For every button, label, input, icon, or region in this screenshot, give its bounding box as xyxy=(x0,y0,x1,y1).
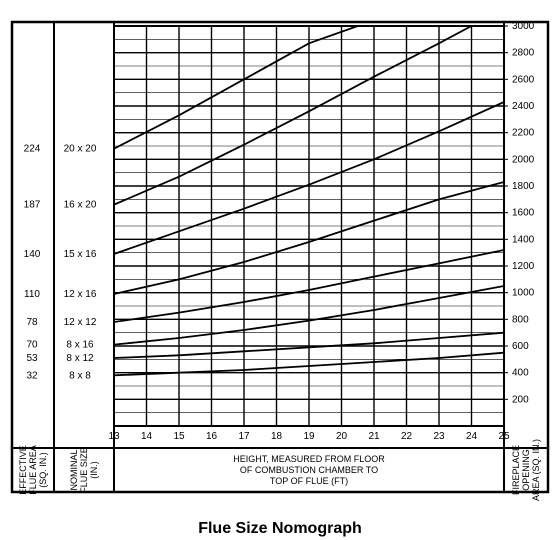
svg-text:2800: 2800 xyxy=(512,48,535,59)
svg-text:8 x 16: 8 x 16 xyxy=(66,340,94,351)
svg-text:1600: 1600 xyxy=(512,208,535,219)
svg-text:224: 224 xyxy=(24,144,41,155)
svg-text:NOMINAL: NOMINAL xyxy=(69,449,79,490)
svg-text:1000: 1000 xyxy=(512,288,535,299)
svg-text:18: 18 xyxy=(271,431,283,442)
svg-text:140: 140 xyxy=(24,249,41,260)
svg-text:200: 200 xyxy=(512,394,529,405)
svg-text:16: 16 xyxy=(206,431,218,442)
svg-text:AREA (SQ. IN.): AREA (SQ. IN.) xyxy=(531,439,541,501)
svg-text:32: 32 xyxy=(26,370,38,381)
svg-text:22: 22 xyxy=(401,431,413,442)
svg-text:20 x 20: 20 x 20 xyxy=(64,144,97,155)
svg-text:17: 17 xyxy=(238,431,250,442)
svg-text:OPENING: OPENING xyxy=(521,449,531,491)
svg-text:HEIGHT, MEASURED FROM FLOOR: HEIGHT, MEASURED FROM FLOOR xyxy=(233,454,385,464)
svg-text:21: 21 xyxy=(368,431,380,442)
svg-text:20: 20 xyxy=(336,431,348,442)
svg-text:15 x 16: 15 x 16 xyxy=(64,249,97,260)
svg-text:8 x 12: 8 x 12 xyxy=(66,353,94,364)
svg-text:19: 19 xyxy=(303,431,315,442)
svg-text:TOP OF FLUE (FT): TOP OF FLUE (FT) xyxy=(270,476,348,486)
nomograph-figure: 13 14 15 16 17 18 19 20 21 22 23 24 25 HEIGHT, MEASUR… xyxy=(0,0,560,540)
svg-text:110: 110 xyxy=(24,289,40,300)
svg-text:24: 24 xyxy=(466,431,478,442)
svg-text:25: 25 xyxy=(498,431,510,442)
svg-text:FLUE SIZE: FLUE SIZE xyxy=(79,447,89,493)
figure-caption: Flue Size Nomograph xyxy=(0,520,560,538)
svg-text:53: 53 xyxy=(26,353,38,364)
svg-text:23: 23 xyxy=(433,431,445,442)
svg-text:400: 400 xyxy=(512,368,529,379)
svg-text:FIREPLACE: FIREPLACE xyxy=(511,445,521,495)
svg-text:187: 187 xyxy=(24,200,41,211)
svg-text:2600: 2600 xyxy=(512,74,535,85)
svg-text:2200: 2200 xyxy=(512,128,535,139)
svg-text:3000: 3000 xyxy=(512,21,535,32)
svg-text:2400: 2400 xyxy=(512,101,535,112)
svg-text:2000: 2000 xyxy=(512,154,535,165)
svg-text:13: 13 xyxy=(108,431,120,442)
svg-text:600: 600 xyxy=(512,341,529,352)
svg-text:1800: 1800 xyxy=(512,181,535,192)
svg-text:800: 800 xyxy=(512,314,529,325)
svg-text:8 x 8: 8 x 8 xyxy=(69,370,91,381)
svg-text:(IN.): (IN.) xyxy=(89,461,99,479)
svg-text:70: 70 xyxy=(26,340,38,351)
svg-text:15: 15 xyxy=(173,431,185,442)
svg-text:OF COMBUSTION CHAMBER TO: OF COMBUSTION CHAMBER TO xyxy=(240,465,378,475)
svg-text:1200: 1200 xyxy=(512,261,535,272)
svg-text:12 x 12: 12 x 12 xyxy=(64,317,97,328)
svg-text:EFFECTIVE: EFFECTIVE xyxy=(18,445,28,495)
svg-text:12 x 16: 12 x 16 xyxy=(64,289,97,300)
svg-text:14: 14 xyxy=(141,431,153,442)
svg-text:1400: 1400 xyxy=(512,234,535,245)
svg-text:78: 78 xyxy=(26,317,38,328)
svg-text:(SQ. IN.): (SQ. IN.) xyxy=(38,452,48,488)
chart-svg-host: 13 14 15 16 17 18 19 20 21 22 23 24 25 HEIGHT, MEASUR… xyxy=(0,0,560,506)
svg-text:16 x 20: 16 x 20 xyxy=(64,200,97,211)
svg-text:FLUE AREA: FLUE AREA xyxy=(28,445,38,495)
